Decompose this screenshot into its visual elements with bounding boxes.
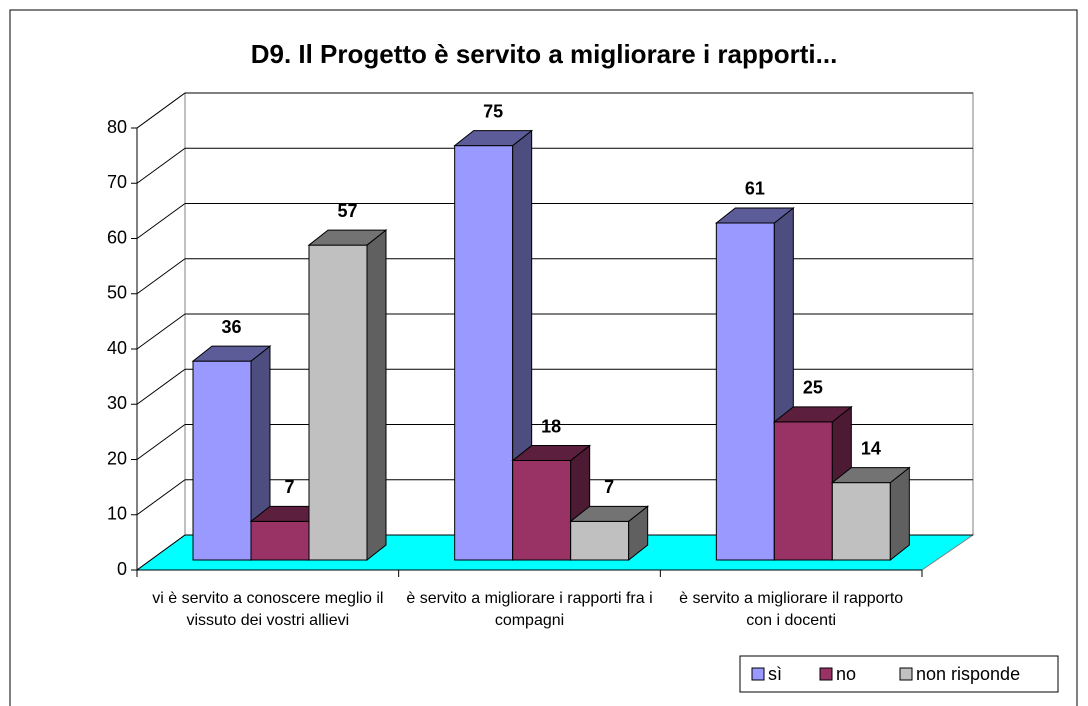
x-tick-label: è servito a migliorare il rapporto con i… [679,590,904,629]
bar-face [307,229,388,246]
bar [307,229,388,562]
data-label: 57 [337,201,357,221]
bar-face [511,445,592,462]
legend-label: no [836,664,856,684]
legend-swatch [899,667,913,681]
legend-label: sì [768,664,782,684]
data-label: 25 [803,378,823,398]
bar-face [889,466,910,562]
y-tick-label: 80 [107,117,127,137]
bar-face [308,244,368,561]
bar-face [192,360,252,561]
legend-swatch [819,667,833,681]
grid-line [136,424,186,460]
data-label: 75 [483,101,503,121]
data-label: 18 [541,416,561,436]
grid-line [136,147,186,184]
bar-face [570,520,630,561]
y-tick-label: 30 [107,393,127,413]
grid-line [136,368,186,405]
y-tick-label: 10 [107,504,127,524]
bar-face [773,421,833,561]
bar-face [512,460,572,561]
bar-face [772,406,853,423]
grid-line [136,92,186,129]
y-tick-label: 70 [107,172,127,192]
bar-face [830,467,911,484]
chart-title: D9. Il Progetto è servito a migliorare i… [251,39,838,69]
bar [569,505,650,562]
y-tick-label: 40 [107,338,127,358]
data-label: 7 [284,477,294,497]
grid-line [136,313,186,350]
bar-face [453,130,534,147]
y-tick-label: 0 [117,559,127,579]
x-tick-label: vi è servito a conoscere meglio il vissu… [152,590,384,629]
bar-face [714,207,795,224]
data-label: 36 [221,317,241,337]
y-tick-label: 60 [107,227,127,247]
data-label: 7 [604,477,614,497]
y-tick-label: 50 [107,283,127,303]
x-tick-label: è servito a migliorare i rapporti fra i … [406,590,653,629]
bar-face [250,520,310,561]
grid-line [136,258,186,295]
legend-label: non risponde [916,664,1020,684]
grid-line [136,203,186,239]
bar [191,345,272,562]
bar-face [715,222,775,561]
bar-face [366,229,387,562]
bar-face [454,145,514,561]
legend-swatch [751,667,765,681]
y-tick-label: 20 [107,448,127,468]
legend [739,655,1059,693]
grid-line [136,534,186,571]
bar-face [191,345,272,362]
bar [830,466,911,562]
bar-face [831,482,891,561]
data-label: 14 [861,438,881,458]
grid-line [136,479,186,516]
bar-face [569,505,650,522]
data-label: 61 [745,179,765,199]
